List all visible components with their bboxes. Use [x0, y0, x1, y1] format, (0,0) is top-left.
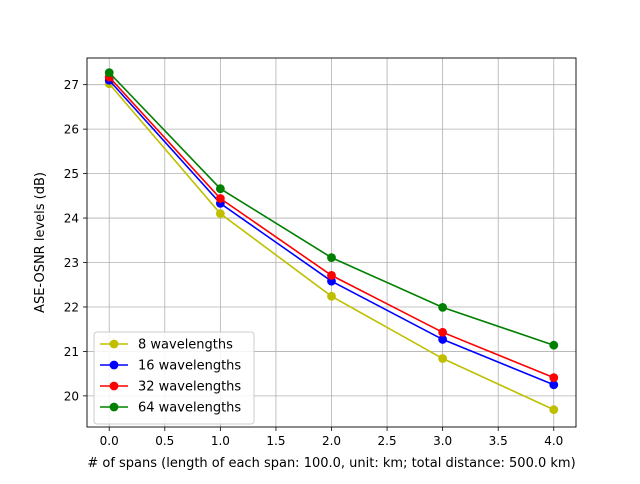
data-point-32-wavelengths — [215, 194, 225, 203]
data-point-8-wavelengths — [215, 209, 225, 219]
legend-marker — [109, 360, 119, 370]
data-point-64-wavelengths — [549, 340, 559, 350]
x-axis-ticks: 0.0 0.5 1.0 1.5 2.0 2.5 3.0 3.5 4.0 — [100, 427, 563, 448]
x-tick-label: 0.5 — [155, 434, 174, 448]
x-tick-label: 3.0 — [433, 434, 452, 448]
x-tick-label: 3.5 — [489, 434, 508, 448]
legend-marker — [109, 339, 119, 349]
y-tick-label: 22 — [64, 300, 79, 314]
y-axis-ticks: 20 21 22 23 24 25 26 27 — [64, 78, 87, 403]
data-point-64-wavelengths — [104, 68, 114, 78]
y-axis-label: ASE-OSNR levels (dB) — [33, 172, 48, 313]
x-tick-label: 1.0 — [211, 434, 230, 448]
data-point-32-wavelengths — [438, 327, 448, 337]
x-tick-label: 2.0 — [322, 434, 341, 448]
legend-marker — [109, 381, 119, 391]
data-point-16-wavelengths — [549, 380, 559, 390]
data-point-8-wavelengths — [327, 291, 336, 301]
legend-label: 8 wavelengths — [138, 338, 233, 353]
y-tick-label: 23 — [64, 256, 79, 270]
legend-box — [93, 331, 255, 425]
data-point-32-wavelengths — [549, 373, 559, 383]
data-point-64-wavelengths — [215, 184, 225, 194]
legend: 8 wavelengths 16 wavelengths 32 wavelength… — [93, 331, 255, 425]
x-tick-label: 0.0 — [100, 434, 119, 448]
y-tick-label: 27 — [64, 78, 79, 92]
data-series — [104, 68, 559, 415]
x-tick-label: 2.5 — [378, 434, 397, 448]
grid-lines — [87, 58, 576, 427]
data-point-32-wavelengths — [327, 270, 336, 280]
y-tick-label: 25 — [64, 167, 79, 181]
y-tick-label: 24 — [64, 212, 79, 226]
legend-label: 16 wavelengths — [138, 359, 241, 374]
x-tick-label: 4.0 — [544, 434, 563, 448]
data-point-8-wavelengths — [549, 405, 559, 415]
data-point-16-wavelengths — [438, 335, 448, 344]
data-point-64-wavelengths — [327, 253, 336, 263]
y-tick-label: 20 — [64, 389, 79, 403]
data-point-8-wavelengths — [438, 354, 448, 363]
data-point-64-wavelengths — [438, 303, 448, 312]
legend-marker — [109, 402, 119, 412]
x-tick-label: 1.5 — [266, 434, 285, 448]
y-tick-label: 26 — [64, 123, 79, 137]
x-axis-label: # of spans (length of each span: 100.0, … — [87, 456, 575, 471]
legend-label: 32 wavelengths — [138, 380, 241, 395]
legend-label: 64 wavelengths — [138, 401, 241, 416]
y-tick-label: 21 — [64, 345, 79, 359]
